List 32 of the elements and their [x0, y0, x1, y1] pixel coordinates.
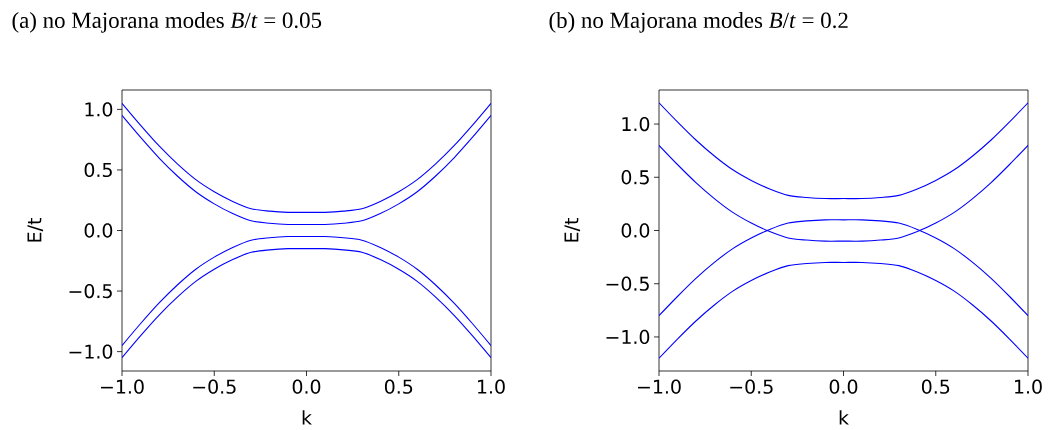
y-tick-label: 0.0 — [621, 223, 650, 238]
y-tick-label: −0.5 — [69, 283, 112, 299]
x-axis-title: k — [839, 410, 849, 425]
y-tick-label: 0.0 — [84, 223, 113, 238]
y-axis-title: E/t — [27, 218, 44, 242]
y-tick-label: 0.5 — [621, 170, 649, 185]
y-tick-label: 0.5 — [84, 162, 112, 178]
line-series — [122, 248, 491, 359]
chart-title: (a) no Majorana modes B/t = 0.05 — [12, 11, 322, 33]
y-tick-label: 1.0 — [622, 116, 650, 132]
x-axis-title: k — [302, 410, 312, 425]
line-series — [122, 114, 491, 226]
x-tick-label: 0.0 — [829, 379, 858, 394]
x-tick-label: −0.5 — [730, 379, 773, 394]
x-tick-label: −0.5 — [193, 379, 236, 394]
x-tick-label: −1.0 — [101, 379, 144, 394]
line-series — [659, 261, 1029, 359]
x-tick-label: 0.5 — [384, 379, 413, 394]
x-tick-label: 1.0 — [478, 379, 505, 394]
y-tick-label: 1.0 — [85, 102, 113, 117]
x-tick-label: 0.0 — [292, 379, 321, 394]
y-tick-label: −1.0 — [606, 329, 650, 345]
line-series — [659, 102, 1029, 200]
y-tick-label: −0.5 — [606, 276, 649, 291]
chart-title: (b) no Majorana modes B/t = 0.2 — [549, 11, 848, 33]
x-tick-label: 1.0 — [1015, 379, 1042, 394]
x-tick-label: −1.0 — [638, 379, 681, 394]
line-series — [122, 235, 491, 347]
y-tick-label: −1.0 — [69, 344, 113, 359]
y-axis-title: E/t — [564, 218, 581, 242]
x-tick-label: 0.5 — [921, 379, 950, 394]
line-series — [122, 102, 491, 213]
